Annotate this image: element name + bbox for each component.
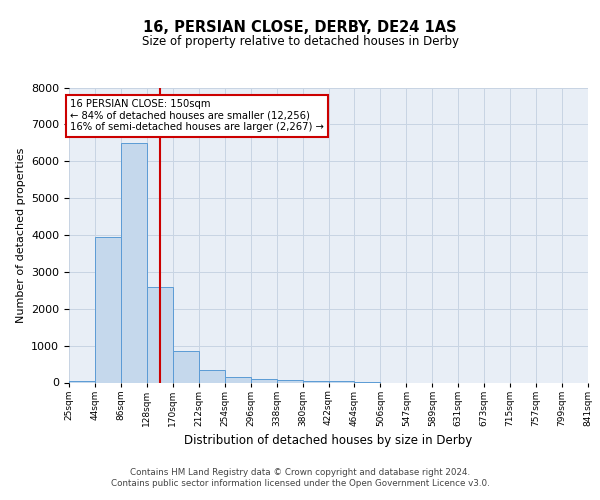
Bar <box>277 380 302 382</box>
Bar <box>199 370 224 382</box>
Bar <box>69 380 95 382</box>
X-axis label: Distribution of detached houses by size in Derby: Distribution of detached houses by size … <box>184 434 473 447</box>
Text: Size of property relative to detached houses in Derby: Size of property relative to detached ho… <box>142 34 458 48</box>
Text: Contains public sector information licensed under the Open Government Licence v3: Contains public sector information licen… <box>110 479 490 488</box>
Text: 16, PERSIAN CLOSE, DERBY, DE24 1AS: 16, PERSIAN CLOSE, DERBY, DE24 1AS <box>143 20 457 35</box>
Text: 16 PERSIAN CLOSE: 150sqm
← 84% of detached houses are smaller (12,256)
16% of se: 16 PERSIAN CLOSE: 150sqm ← 84% of detach… <box>70 100 324 132</box>
Text: Contains HM Land Registry data © Crown copyright and database right 2024.: Contains HM Land Registry data © Crown c… <box>130 468 470 477</box>
Bar <box>251 379 277 382</box>
Bar <box>147 286 173 382</box>
Bar <box>121 143 147 382</box>
Bar <box>95 237 121 382</box>
Y-axis label: Number of detached properties: Number of detached properties <box>16 148 26 322</box>
Bar <box>173 351 199 382</box>
Bar <box>225 377 251 382</box>
Bar <box>302 380 329 382</box>
